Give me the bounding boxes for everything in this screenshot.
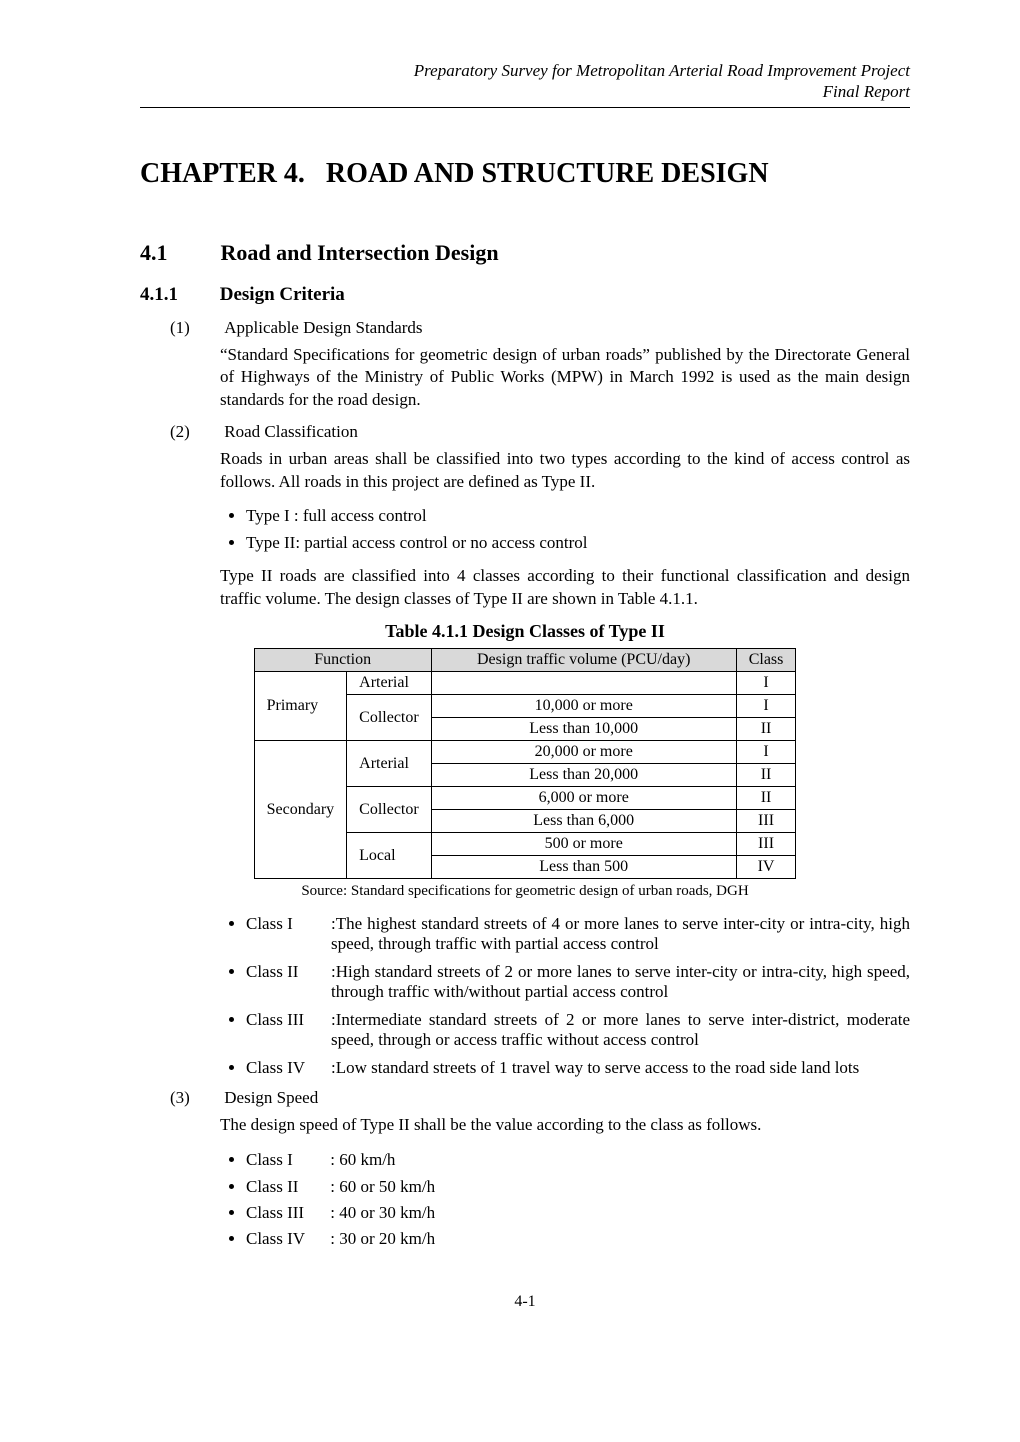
cell-vol: Less than 10,000 bbox=[431, 718, 736, 741]
class-ii-item: Class II :High standard streets of 2 or … bbox=[246, 962, 910, 1002]
speed-class-iv: Class IV : 30 or 20 km/h bbox=[246, 1226, 910, 1252]
speed-iv-label: Class IV bbox=[246, 1226, 326, 1252]
cell-cls: II bbox=[736, 718, 796, 741]
class-iv-item: Class IV :Low standard streets of 1 trav… bbox=[246, 1058, 910, 1078]
table-source: Source: Standard specifications for geom… bbox=[140, 883, 910, 900]
table-row: Secondary Arterial 20,000 or more I bbox=[254, 741, 796, 764]
cell-collector: Collector bbox=[347, 787, 432, 833]
cell-arterial: Arterial bbox=[347, 741, 432, 787]
speed-ii-label: Class II bbox=[246, 1174, 326, 1200]
class-iv-label: Class IV bbox=[246, 1058, 331, 1078]
cell-secondary: Secondary bbox=[254, 741, 347, 879]
item1-paren: (1) bbox=[170, 318, 220, 338]
page-number: 4-1 bbox=[140, 1293, 910, 1311]
cell-vol: 20,000 or more bbox=[431, 741, 736, 764]
class-iv-desc: :Low standard streets of 1 travel way to… bbox=[331, 1058, 910, 1078]
bullet-type2: Type II: partial access control or no ac… bbox=[246, 531, 910, 556]
running-header: Preparatory Survey for Metropolitan Arte… bbox=[140, 60, 910, 103]
cell-cls: III bbox=[736, 810, 796, 833]
cell-collector: Collector bbox=[347, 695, 432, 741]
cell-arterial: Arterial bbox=[347, 672, 432, 695]
class-i-desc: :The highest standard streets of 4 or mo… bbox=[331, 914, 910, 954]
speed-ii-value: : 60 or 50 km/h bbox=[330, 1177, 435, 1196]
cell-vol: 10,000 or more bbox=[431, 695, 736, 718]
item1-label: Applicable Design Standards bbox=[224, 318, 422, 338]
cell-cls: I bbox=[736, 741, 796, 764]
class-iii-label: Class III bbox=[246, 1010, 331, 1030]
numbered-item-1: (1) Applicable Design Standards bbox=[170, 318, 910, 338]
table-row: Primary Arterial I bbox=[254, 672, 796, 695]
cell-vol bbox=[431, 672, 736, 695]
item2-paren: (2) bbox=[170, 422, 220, 442]
cell-vol: 6,000 or more bbox=[431, 787, 736, 810]
speed-class-ii: Class II : 60 or 50 km/h bbox=[246, 1174, 910, 1200]
item3-paragraph: The design speed of Type II shall be the… bbox=[220, 1114, 910, 1137]
header-line1: Preparatory Survey for Metropolitan Arte… bbox=[140, 60, 910, 81]
th-traffic: Design traffic volume (PCU/day) bbox=[431, 649, 736, 672]
design-classes-table: Function Design traffic volume (PCU/day)… bbox=[254, 648, 797, 879]
speed-class-i: Class I : 60 km/h bbox=[246, 1147, 910, 1173]
item2-label: Road Classification bbox=[224, 422, 358, 442]
th-class: Class bbox=[736, 649, 796, 672]
chapter-title: CHAPTER 4. ROAD AND STRUCTURE DESIGN bbox=[140, 158, 910, 190]
speed-iii-value: : 40 or 30 km/h bbox=[330, 1203, 435, 1222]
cell-local: Local bbox=[347, 833, 432, 879]
sec411-num: 4.1.1 bbox=[140, 284, 215, 306]
section-4-1-1: 4.1.1 Design Criteria bbox=[140, 284, 910, 306]
item3-label: Design Speed bbox=[224, 1088, 318, 1108]
speed-i-label: Class I bbox=[246, 1147, 326, 1173]
item1-paragraph: “Standard Specifications for geometric d… bbox=[220, 344, 910, 413]
cell-cls: I bbox=[736, 695, 796, 718]
sec41-title: Road and Intersection Design bbox=[221, 240, 499, 265]
cell-primary: Primary bbox=[254, 672, 347, 741]
speed-i-value: : 60 km/h bbox=[330, 1150, 395, 1169]
class-i-label: Class I bbox=[246, 914, 331, 934]
cell-cls: II bbox=[736, 764, 796, 787]
table-title: Table 4.1.1 Design Classes of Type II bbox=[140, 621, 910, 642]
header-rule bbox=[140, 107, 910, 108]
sec411-title: Design Criteria bbox=[220, 284, 345, 305]
cell-cls: III bbox=[736, 833, 796, 856]
design-speed-list: Class I : 60 km/h Class II : 60 or 50 km… bbox=[220, 1147, 910, 1252]
class-definitions: Class I :The highest standard streets of… bbox=[220, 914, 910, 1078]
section-4-1: 4.1 Road and Intersection Design bbox=[140, 240, 910, 266]
chapter-num: CHAPTER 4. bbox=[140, 158, 305, 189]
cell-vol: Less than 20,000 bbox=[431, 764, 736, 787]
header-line2: Final Report bbox=[140, 81, 910, 102]
class-iii-item: Class III :Intermediate standard streets… bbox=[246, 1010, 910, 1050]
sec41-num: 4.1 bbox=[140, 240, 215, 266]
class-i-item: Class I :The highest standard streets of… bbox=[246, 914, 910, 954]
page: Preparatory Survey for Metropolitan Arte… bbox=[0, 0, 1020, 1442]
class-ii-label: Class II bbox=[246, 962, 331, 982]
type-bullets: Type I : full access control Type II: pa… bbox=[220, 504, 910, 555]
cell-cls: I bbox=[736, 672, 796, 695]
speed-iii-label: Class III bbox=[246, 1200, 326, 1226]
th-function: Function bbox=[254, 649, 431, 672]
numbered-item-3: (3) Design Speed bbox=[170, 1088, 910, 1108]
bullet-type1: Type I : full access control bbox=[246, 504, 910, 529]
cell-cls: II bbox=[736, 787, 796, 810]
item3-paren: (3) bbox=[170, 1088, 220, 1108]
class-ii-desc: :High standard streets of 2 or more lane… bbox=[331, 962, 910, 1002]
cell-vol: Less than 6,000 bbox=[431, 810, 736, 833]
cell-vol: Less than 500 bbox=[431, 856, 736, 879]
cell-vol: 500 or more bbox=[431, 833, 736, 856]
item2-paragraph-1: Roads in urban areas shall be classified… bbox=[220, 448, 910, 494]
cell-cls: IV bbox=[736, 856, 796, 879]
numbered-item-2: (2) Road Classification bbox=[170, 422, 910, 442]
item2-paragraph-2: Type II roads are classified into 4 clas… bbox=[220, 565, 910, 611]
class-iii-desc: :Intermediate standard streets of 2 or m… bbox=[331, 1010, 910, 1050]
speed-class-iii: Class III : 40 or 30 km/h bbox=[246, 1200, 910, 1226]
speed-iv-value: : 30 or 20 km/h bbox=[330, 1229, 435, 1248]
table-header-row: Function Design traffic volume (PCU/day)… bbox=[254, 649, 796, 672]
chapter-text: ROAD AND STRUCTURE DESIGN bbox=[326, 158, 769, 189]
